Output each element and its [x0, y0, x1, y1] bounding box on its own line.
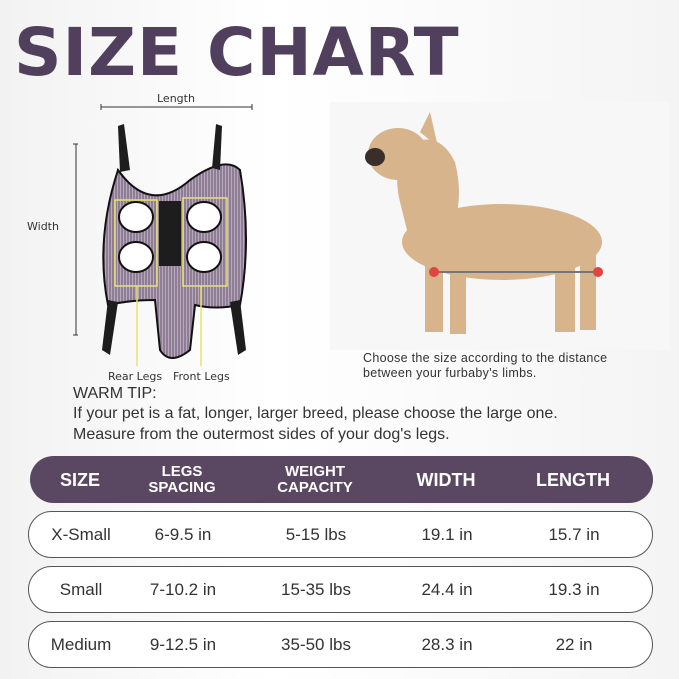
cell-length: 22 in	[555, 634, 593, 654]
warm-tip-line-1: If your pet is a fat, longer, larger bre…	[73, 405, 558, 422]
cell-legs-spacing: 6-9.5 in	[154, 524, 212, 544]
cell-size: X-Small	[51, 524, 111, 544]
cell-length: 19.3 in	[548, 579, 600, 599]
cell-legs-spacing: 9-12.5 in	[149, 634, 217, 654]
velcro-patch	[159, 201, 181, 266]
dog-illustration	[368, 112, 602, 334]
photo-caption: Choose the size according to the distanc…	[363, 351, 607, 381]
table-row: Small 7-10.2 in 15-35 lbs 24.4 in 19.3 i…	[28, 566, 653, 613]
warm-tip-heading: WARM TIP:	[73, 385, 157, 402]
table-row: X-Small 6-9.5 in 5-15 lbs 19.1 in 15.7 i…	[28, 511, 653, 558]
caption-line-2: between your furbaby's limbs.	[363, 366, 537, 380]
cell-width: 28.3 in	[421, 634, 473, 654]
page-title: SIZE CHART	[14, 14, 460, 91]
table-header: SIZE LEGS SPACING WEIGHT CAPACITY WIDTH LE…	[30, 456, 653, 503]
cell-weight: 15-35 lbs	[281, 579, 351, 599]
front-legs-label: Front Legs	[173, 370, 230, 383]
table-row: Medium 9-12.5 in 35-50 lbs 28.3 in 22 in	[28, 621, 653, 668]
cell-weight: 5-15 lbs	[285, 524, 347, 544]
cell-size: Medium	[50, 634, 112, 654]
cell-weight: 35-50 lbs	[281, 634, 351, 654]
width-label: Width	[27, 220, 59, 233]
length-dimension-line	[100, 104, 253, 110]
harness-diagram	[73, 104, 253, 366]
header-width: WIDTH	[416, 469, 476, 490]
header-legs-spacing: LEGS SPACING	[148, 462, 216, 496]
warm-tip-line-2: Measure from the outermost sides of your…	[73, 426, 450, 443]
cell-width: 19.1 in	[421, 524, 473, 544]
cell-length: 15.7 in	[548, 524, 600, 544]
straps	[102, 124, 246, 355]
dog-measurement-photo	[330, 102, 670, 350]
caption-line-1: Choose the size according to the distanc…	[363, 351, 608, 365]
cell-legs-spacing: 7-10.2 in	[149, 579, 217, 599]
rear-legs-label: Rear Legs	[108, 370, 163, 383]
header-weight-capacity: WEIGHT CAPACITY	[277, 462, 353, 496]
front-legs-highlight	[182, 197, 228, 287]
length-label: Length	[157, 92, 195, 105]
header-size: SIZE	[59, 469, 101, 490]
width-dimension-line	[73, 143, 78, 336]
cell-size: Small	[59, 579, 103, 599]
cell-width: 24.4 in	[421, 579, 473, 599]
leg-holes	[118, 201, 222, 273]
rear-legs-highlight	[114, 199, 158, 287]
header-length: LENGTH	[536, 469, 610, 490]
